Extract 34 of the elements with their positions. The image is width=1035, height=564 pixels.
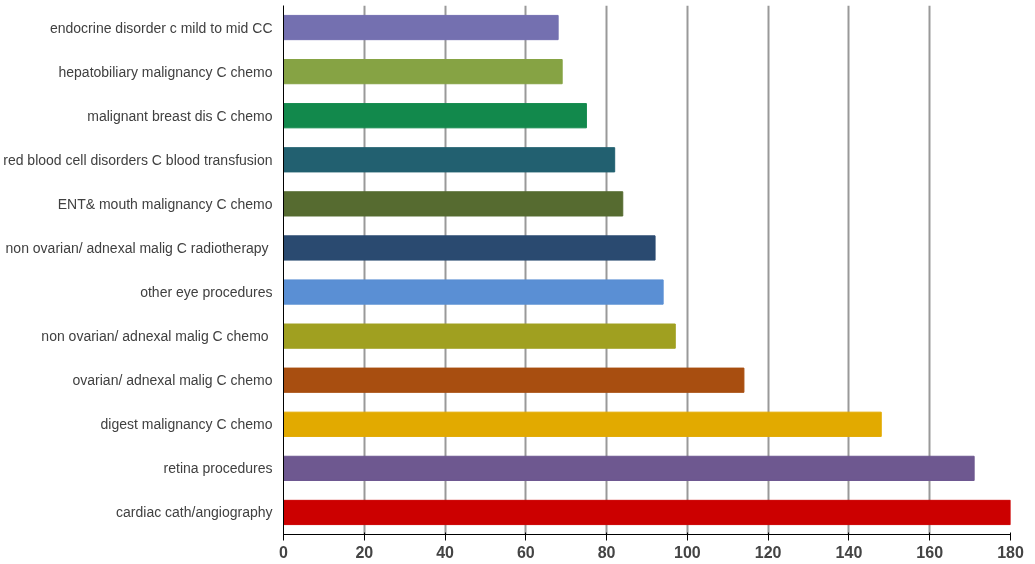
bar bbox=[283, 59, 563, 85]
bar bbox=[283, 147, 616, 173]
y-tick-label: other eye procedures bbox=[140, 284, 273, 301]
x-tick-label: 60 bbox=[516, 543, 535, 561]
y-tick-label: ENT& mouth malignancy C chemo bbox=[57, 195, 273, 212]
y-tick-label: cardiac cath/angiography bbox=[116, 504, 273, 521]
y-tick-label: hepatobiliary malignancy C chemo bbox=[58, 63, 273, 80]
x-tick-label: 0 bbox=[279, 543, 289, 561]
bar bbox=[283, 499, 1011, 526]
bar bbox=[283, 191, 624, 217]
y-tick-label: digest malignancy C chemo bbox=[100, 416, 273, 433]
x-tick-label: 180 bbox=[997, 543, 1024, 561]
bar bbox=[283, 279, 664, 305]
y-tick-label: ovarian/ adnexal malig C chemo bbox=[72, 372, 273, 389]
bar bbox=[283, 103, 587, 129]
bar bbox=[283, 14, 559, 41]
x-tick-label: 20 bbox=[355, 543, 374, 561]
bar bbox=[283, 455, 975, 481]
x-tick-label: 80 bbox=[597, 543, 616, 561]
bar bbox=[283, 235, 656, 261]
y-tick-label: retina procedures bbox=[163, 460, 273, 477]
y-tick-label: malignant breast dis C chemo bbox=[87, 107, 273, 124]
bar bbox=[283, 367, 745, 393]
x-tick-label: 100 bbox=[674, 543, 701, 561]
bar bbox=[283, 323, 676, 349]
y-tick-label: red blood cell disorders C blood transfusion bbox=[3, 151, 273, 168]
x-tick-label: 160 bbox=[916, 543, 944, 561]
bar bbox=[283, 411, 882, 437]
x-tick-label: 120 bbox=[754, 543, 782, 561]
y-tick-label: endocrine disorder c mild to mid CC bbox=[49, 19, 273, 36]
x-tick-label: 140 bbox=[835, 543, 863, 561]
y-tick-label: non ovarian/ adnexal malig C radiotherapy bbox=[5, 239, 269, 256]
x-tick-label: 40 bbox=[436, 543, 455, 561]
y-tick-label: non ovarian/ adnexal malig C chemo bbox=[41, 328, 269, 345]
